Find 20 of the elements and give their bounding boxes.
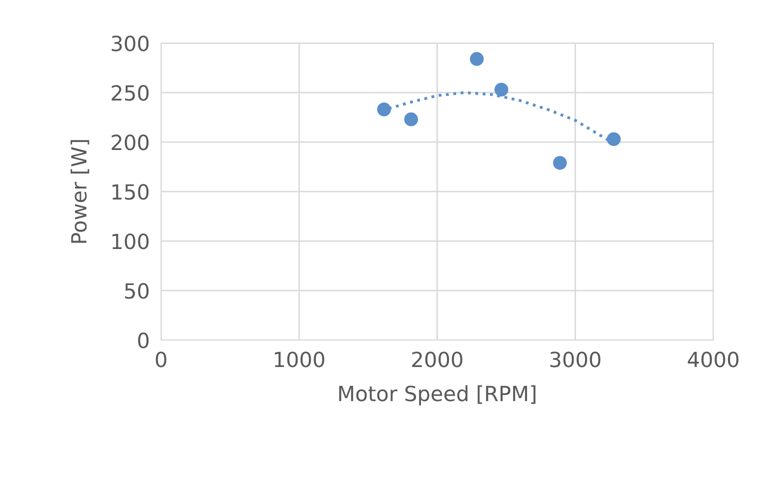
point	[606, 132, 621, 146]
y-tick-label: 0	[138, 332, 149, 348]
y-tick-label: 50	[125, 283, 149, 299]
x-tick-label: 1000	[274, 352, 324, 368]
x-tick-label: 4000	[688, 352, 738, 368]
point	[494, 82, 508, 97]
y-tick-label: 150	[112, 184, 149, 200]
y-axis-title: Power [W]	[70, 140, 90, 243]
x-tick-label: 0	[156, 352, 166, 368]
point	[553, 156, 567, 170]
x-tick-label: 2000	[412, 352, 462, 368]
point	[470, 52, 484, 66]
point	[404, 112, 418, 126]
x-tick-label: 3000	[550, 352, 600, 368]
point	[377, 102, 391, 116]
y-tick-label: 100	[112, 234, 149, 250]
x-axis-title: Motor Speed [RPM]	[339, 385, 536, 406]
y-tick-label: 250	[112, 85, 149, 101]
y-tick-label: 300	[112, 36, 149, 52]
y-tick-label: 200	[112, 134, 149, 150]
